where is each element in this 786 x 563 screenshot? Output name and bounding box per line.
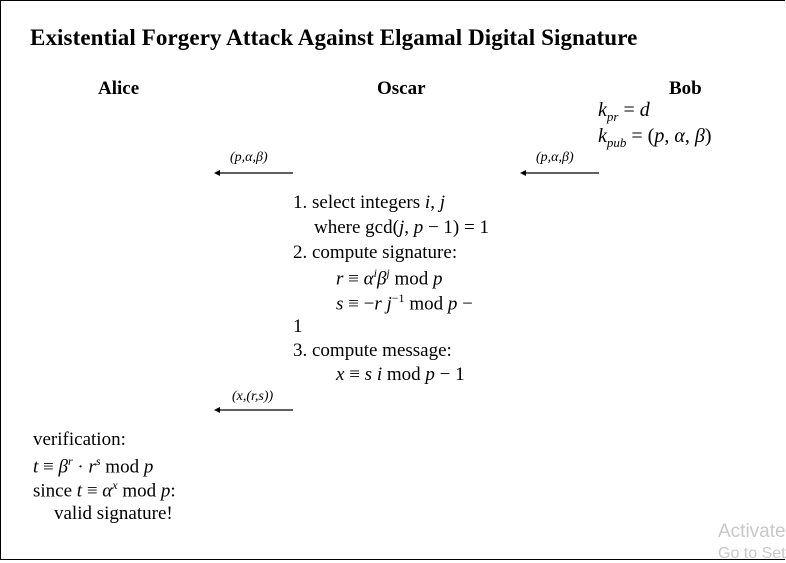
message-label: (p,α,β) [536,150,574,165]
oscar-step-1-condition: where gcd(j, p − 1) = 1 where gcd(j, p −… [314,217,489,238]
left-arrow-icon [520,170,599,176]
alice-verification-formula: t ≡ βr · rs mod p t ≡ β^r · r^s mod p [33,454,154,478]
oscar-step-3: 3. compute message: [293,340,452,361]
bob-public-key: kpub = (p, α, β) k_pub = (p, α, β) [598,125,712,150]
slide-title: Existential Forgery Attack Against Elgam… [30,25,638,50]
alice-verification-heading: verification: [33,429,126,450]
message-label: (p,α,β) [230,150,268,165]
oscar-step-2-s-wrap: 1 [293,316,303,337]
arrow-oscar-to-alice-signature: (x,(r,s)) [213,389,293,417]
left-arrow-icon [214,407,293,413]
oscar-step-2-r: r ≡ αiβj mod p r ≡ α^i β^j mod p [336,266,443,290]
watermark-line-1: Activate [718,521,786,542]
party-alice: Alice [98,78,140,99]
oscar-step-1: 1. select integers i, j 1. select intege… [293,192,445,213]
party-bob: Bob [669,78,702,99]
oscar-step-2: 2. compute signature: [293,242,458,263]
left-arrow-icon [214,170,293,176]
arrow-bob-to-oscar: (p,α,β) [519,150,599,178]
watermark-line-2: Go to Sett [718,545,786,562]
message-label: (x,(r,s)) [232,389,274,404]
party-oscar: Oscar [377,78,426,99]
oscar-step-2-s: s ≡ −r j−1 mod p − s ≡ −r j^−1 mod p − [336,291,473,315]
alice-verification-check: since t ≡ αx mod p: since t ≡ α^x mod p: [33,478,176,502]
arrow-oscar-to-alice-key: (p,α,β) [213,150,293,178]
alice-verification-result: valid signature! [54,503,173,524]
bob-private-key: kpr = d k_pr = d [598,99,650,124]
oscar-step-3-x: x ≡ s i mod p − 1 x ≡ s i mod p − 1 [336,364,465,385]
